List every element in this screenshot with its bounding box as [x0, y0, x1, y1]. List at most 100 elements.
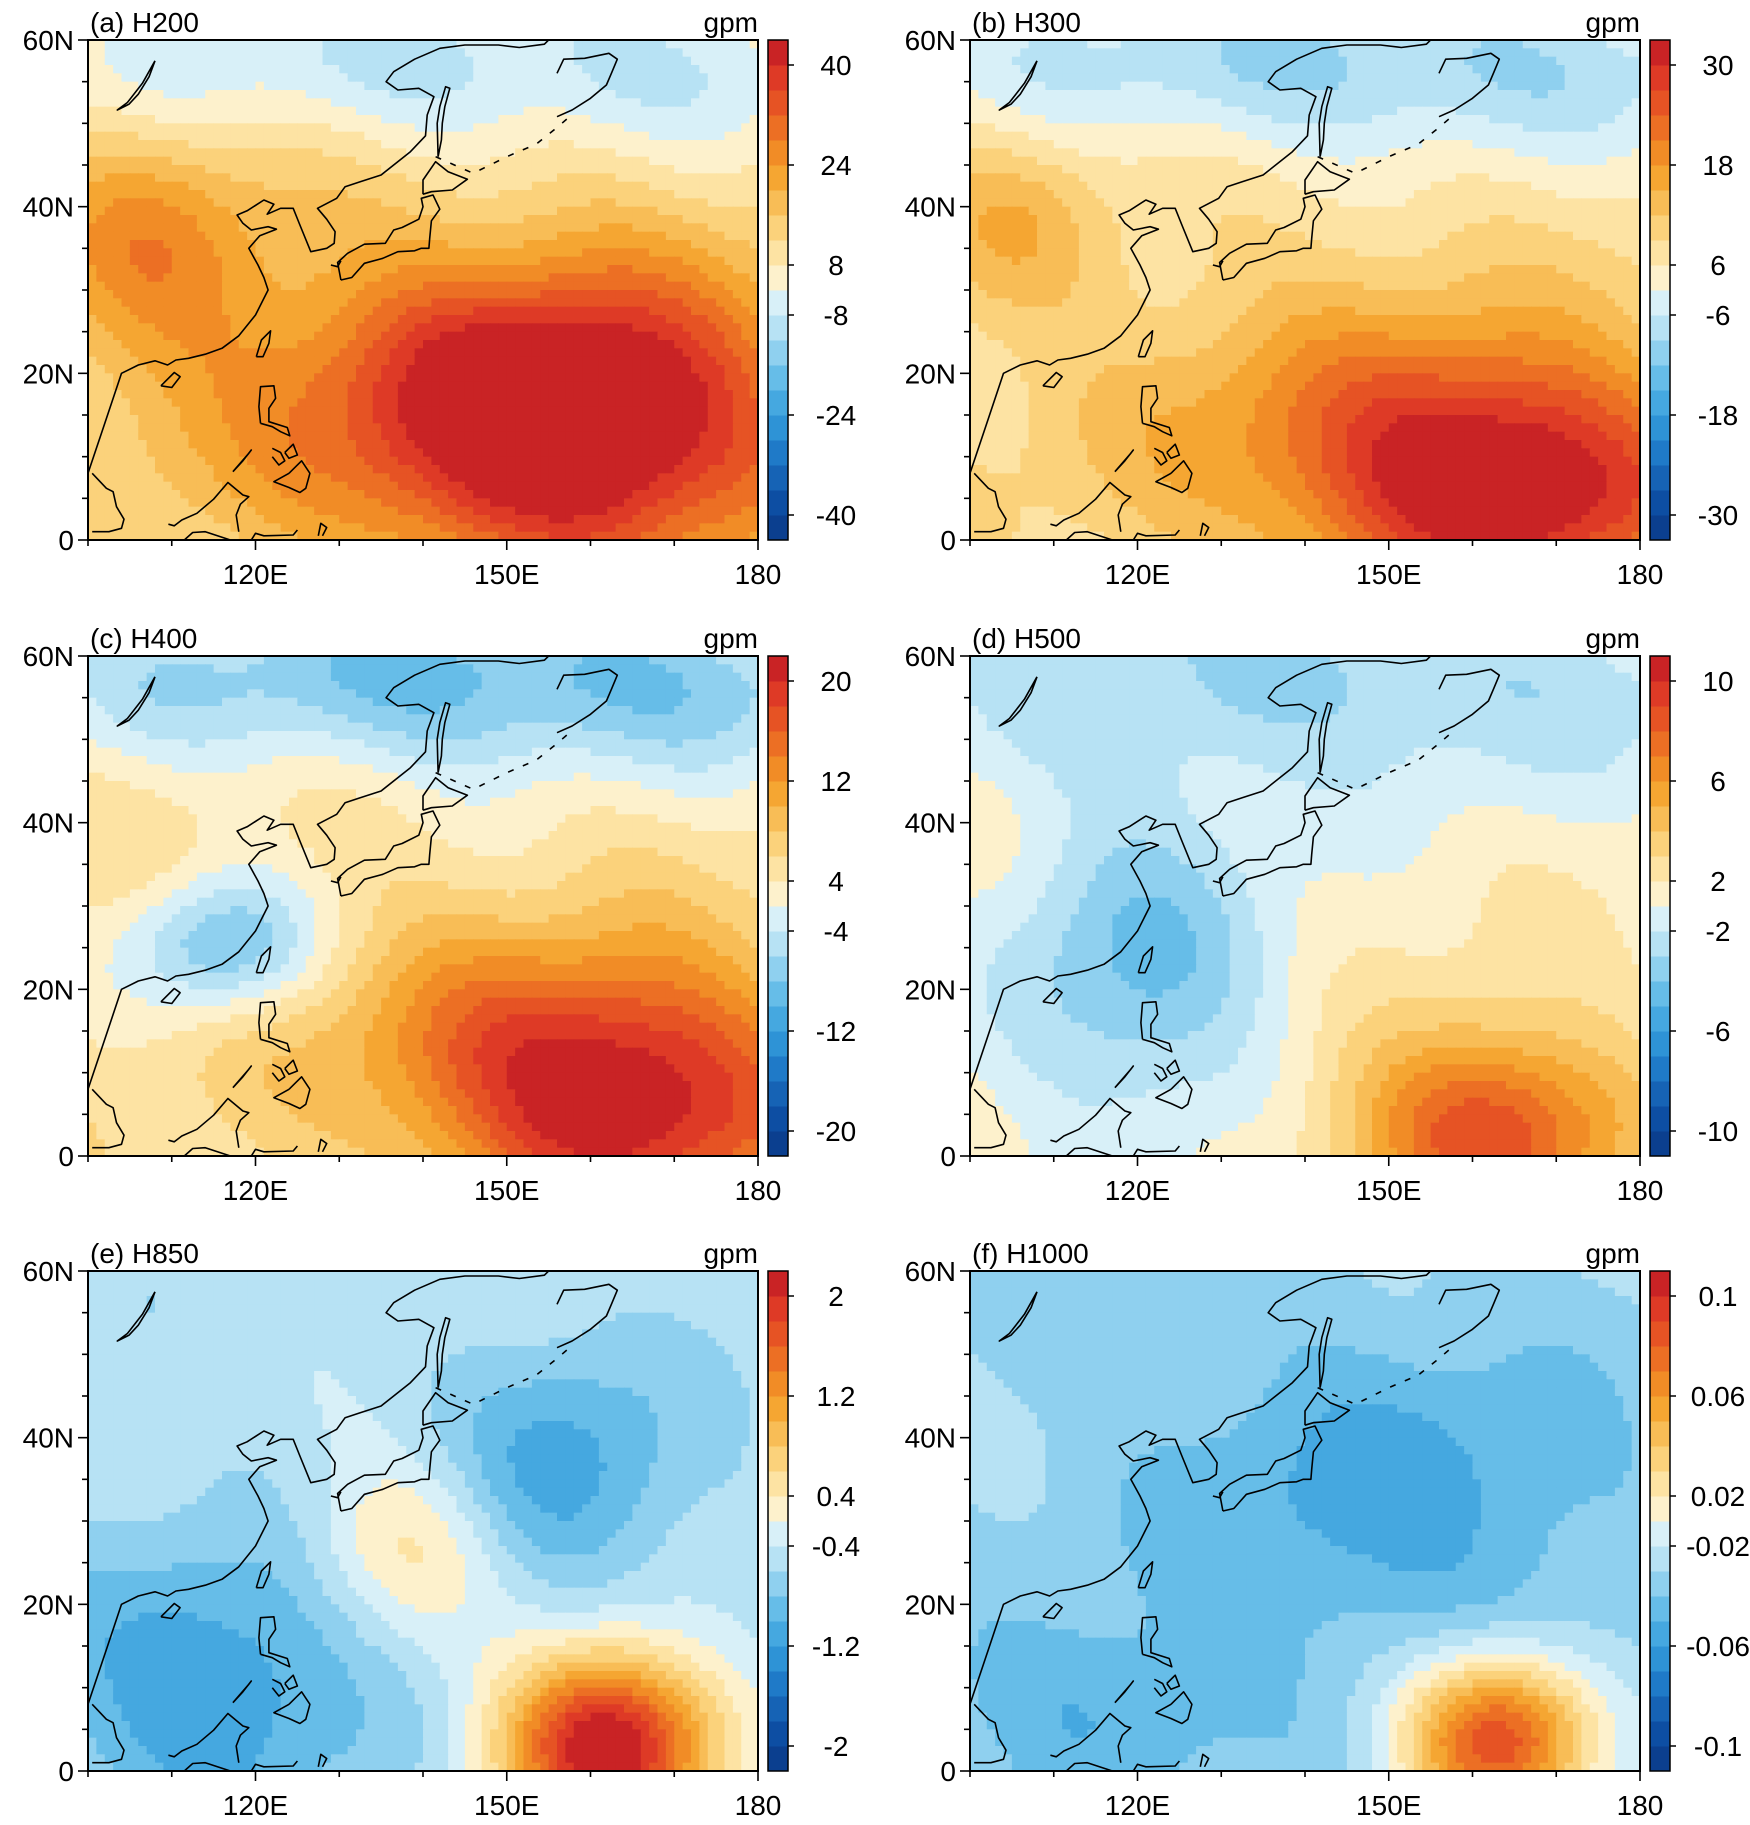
field-cell [121, 506, 131, 516]
field-cell [649, 465, 659, 474]
field-cell [523, 40, 533, 49]
field-cell [607, 240, 617, 249]
field-cell [423, 140, 432, 149]
field-cell [515, 315, 525, 324]
field-cell [171, 415, 181, 424]
field-cell [163, 156, 173, 166]
field-cell [498, 523, 508, 533]
field-cell [506, 498, 516, 508]
field-cell [490, 281, 499, 291]
field-cell [263, 231, 273, 241]
field-cell [364, 356, 374, 366]
field-cell [657, 106, 667, 116]
field-cell [548, 198, 558, 208]
field-cell [289, 456, 298, 466]
field-cell [573, 315, 583, 324]
field-cell [682, 331, 692, 341]
field-cell [356, 331, 365, 341]
field-cell [615, 398, 625, 408]
coastline-path [422, 160, 469, 195]
field-cell [113, 390, 123, 399]
field-cell [657, 440, 667, 449]
field-cell [406, 248, 416, 258]
field-cell [657, 156, 667, 166]
field-cell [196, 131, 206, 141]
field-cell [255, 506, 265, 516]
field-cell [364, 273, 374, 283]
field-cell [699, 90, 709, 99]
field-cell [473, 248, 483, 258]
field-cell [657, 223, 667, 233]
field-cell [674, 265, 684, 274]
field-cell [180, 406, 190, 416]
field-cell [515, 248, 525, 258]
field-cell [473, 406, 483, 416]
field-cell [456, 481, 466, 491]
field-cell [615, 448, 625, 458]
field-cell [481, 73, 491, 83]
field-cell [590, 498, 600, 508]
field-cell [741, 215, 751, 224]
field-cell [632, 531, 642, 540]
field-cell [163, 490, 173, 499]
field-cell [732, 440, 742, 449]
field-cell [188, 140, 198, 149]
field-cell [96, 106, 106, 116]
field-cell [280, 331, 290, 341]
field-cell [330, 48, 340, 58]
field-cell [180, 506, 190, 516]
field-cell [364, 290, 374, 299]
field-cell [280, 423, 290, 433]
field-cell [372, 65, 382, 74]
field-cell [531, 81, 541, 91]
field-cell [716, 356, 726, 366]
field-cell [205, 240, 215, 249]
field-cell [205, 173, 215, 183]
field-cell [104, 198, 114, 208]
field-cell [213, 190, 223, 199]
field-cell [691, 40, 700, 49]
field-cell [263, 473, 273, 483]
field-cell [490, 190, 499, 199]
field-cell [397, 148, 407, 158]
field-cell [665, 506, 675, 516]
field-cell [289, 240, 298, 249]
field-cell [238, 265, 248, 274]
field-cell [598, 198, 608, 208]
field-cell [473, 81, 483, 91]
field-cell [406, 465, 416, 474]
field-cell [414, 73, 424, 83]
field-cell [381, 273, 391, 283]
field-cell [213, 298, 223, 308]
field-cell [498, 231, 508, 241]
field-cell [389, 231, 399, 241]
field-cell [531, 181, 541, 191]
field-cell [406, 90, 416, 99]
field-cell [649, 90, 659, 99]
field-cell [674, 365, 684, 374]
field-cell [180, 106, 190, 116]
field-cell [540, 206, 550, 216]
field-cell [540, 340, 550, 349]
field-cell [682, 531, 692, 540]
field-cell [515, 81, 525, 91]
field-cell [431, 473, 441, 483]
field-cell [624, 248, 633, 258]
field-cell [741, 298, 751, 308]
field-cell [1179, 48, 1189, 58]
field-cell [171, 73, 181, 83]
field-cell [506, 448, 516, 458]
field-cell [238, 381, 248, 391]
field-cell [129, 498, 139, 508]
field-cell [230, 56, 240, 66]
field-cell [397, 298, 407, 308]
field-cell [741, 290, 751, 299]
field-cell [498, 65, 508, 74]
field-cell [372, 523, 382, 533]
field-cell [1129, 40, 1139, 49]
field-cell [473, 198, 483, 208]
field-cell [171, 123, 181, 133]
field-cell [481, 423, 491, 433]
field-cell [397, 415, 407, 424]
colorbar-segment [768, 165, 788, 191]
